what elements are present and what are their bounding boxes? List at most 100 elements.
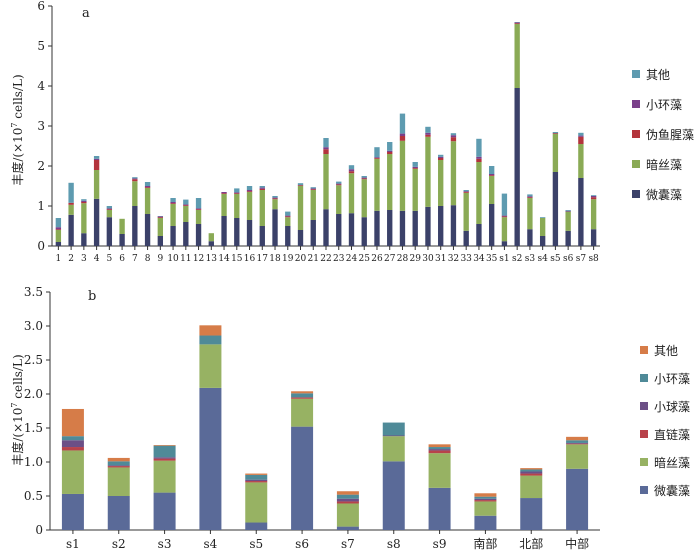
a-bar-伪鱼腥藻-s7 [578,136,584,144]
b-legend-label: 微囊藻 [654,483,690,498]
a-bar-其他-3 [81,199,87,201]
a-bar-伪鱼腥藻-24 [348,171,355,174]
a-bar-微囊藻-35 [488,204,495,246]
a-bar-小环藻-s7 [578,135,584,137]
a-x-tick-label: 25 [359,254,371,264]
a-bar-小环藻-4 [93,158,100,160]
a-bar-暗丝藻-20 [297,186,304,230]
a-bar-小环藻-29 [412,166,418,168]
a-bar-小环藻-s2 [514,22,520,24]
b-bar-暗丝藻-北部 [520,475,543,499]
a-legend-label: 微囊藻 [646,187,682,202]
a-bar-其他-5 [106,206,113,209]
b-bar-其他-s9 [428,444,451,448]
a-bar-伪鱼腥藻-s5 [552,133,559,134]
a-bar-小环藻-s1 [501,215,508,217]
b-x-tick-label: s8 [387,537,401,551]
a-x-tick-label: 7 [132,254,138,264]
b-bar-小球藻-南部 [474,498,497,501]
a-legend-swatch [632,70,640,78]
a-bar-其他-17 [259,186,265,188]
a-bar-伪鱼腥藻-34 [476,158,482,162]
a-bar-暗丝藻-35 [488,176,495,204]
a-bar-其他-19 [285,211,291,216]
a-y-tick-label: 5 [37,39,45,53]
b-y-tick-label: 2.5 [24,353,43,367]
a-bar-微囊藻-22 [323,209,329,246]
b-bar-直链藻-s9 [428,450,451,454]
a-y-tick-label: 0 [37,239,45,253]
b-bar-小球藻-s1 [61,440,84,448]
b-bar-其他-s5 [245,473,268,475]
a-bar-伪鱼腥藻-27 [387,152,393,154]
b-bar-暗丝藻-中部 [566,444,589,469]
a-bar-暗丝藻-5 [106,210,113,218]
b-legend-swatch [640,430,648,438]
a-bar-暗丝藻-21 [310,190,316,220]
a-bar-小环藻-33 [463,191,469,192]
a-bar-微囊藻-30 [425,206,431,246]
a-x-tick-label: s8 [588,254,599,264]
a-bar-微囊藻-7 [132,206,138,246]
a-bar-暗丝藻-11 [183,206,189,222]
a-bar-伪鱼腥藻-35 [488,175,495,176]
b-bar-直链藻-s3 [153,458,176,461]
a-bar-小环藻-s8 [590,196,597,198]
b-bar-微囊藻-s4 [199,387,222,530]
a-bar-伪鱼腥藻-21 [310,189,316,190]
a-bar-微囊藻-s4 [539,236,546,246]
b-legend-label: 小球藻 [654,400,690,414]
a-bar-其他-s4 [539,217,546,218]
a-bar-小环藻-s6 [565,210,571,212]
a-bar-暗丝藻-25 [361,179,367,218]
a-bar-微囊藻-31 [438,206,444,246]
a-bar-伪鱼腥藻-26 [374,158,380,159]
b-bar-微囊藻-s1 [61,493,84,530]
a-bar-其他-32 [450,133,457,136]
a-bar-微囊藻-s2 [514,88,520,246]
b-bar-小环藻-s4 [199,335,222,345]
a-bar-其他-20 [297,183,304,186]
b-bar-其他-s3 [153,445,176,446]
b-bar-小球藻-s2 [107,465,130,467]
a-bar-伪鱼腥藻-33 [463,192,469,193]
a-bar-微囊藻-21 [310,220,316,246]
b-y-tick-label: 0.5 [24,489,43,503]
a-bar-暗丝藻-16 [246,192,253,220]
a-x-tick-label: 16 [244,254,256,264]
panel-a-y-title-exp: 7 [10,123,19,128]
a-bar-伪鱼腥藻-12 [195,209,202,210]
a-bar-微囊藻-24 [348,213,355,246]
a-bar-伪鱼腥藻-14 [221,193,227,194]
a-bar-伪鱼腥藻-32 [450,137,457,142]
a-bar-暗丝藻-s1 [501,217,508,242]
a-bar-暗丝藻-31 [438,160,444,206]
b-x-tick-label: 南部 [473,536,497,551]
a-bar-伪鱼腥藻-11 [183,205,189,206]
a-bar-其他-7 [132,177,138,179]
a-bar-暗丝藻-24 [348,173,355,214]
b-bar-小球藻-北部 [520,471,543,474]
a-y-tick-label: 4 [37,79,45,93]
a-bar-小环藻-8 [144,186,151,188]
a-bar-微囊藻-16 [246,220,253,246]
b-bar-微囊藻-中部 [566,468,589,530]
panel-a-y-title-unit: cells/L) [11,74,25,122]
a-x-tick-label: 3 [81,254,87,264]
a-legend-label: 伪鱼腥藻 [646,128,694,142]
b-x-tick-label: s5 [249,537,263,551]
b-x-tick-label: s1 [66,537,80,551]
b-bar-直链藻-北部 [520,473,543,476]
a-x-tick-label: s2 [512,254,522,264]
a-bar-暗丝藻-28 [399,140,406,211]
a-bar-小环藻-35 [488,174,495,176]
a-bar-小环藻-s3 [527,196,533,198]
b-bar-直链藻-s2 [107,466,130,468]
a-x-tick-label: s1 [499,254,509,264]
a-x-tick-label: 34 [473,254,485,264]
a-bar-伪鱼腥藻-17 [259,188,265,190]
b-bar-小球藻-中部 [566,442,589,444]
b-bar-其他-s7 [336,491,359,495]
a-bar-暗丝藻-10 [170,204,176,226]
